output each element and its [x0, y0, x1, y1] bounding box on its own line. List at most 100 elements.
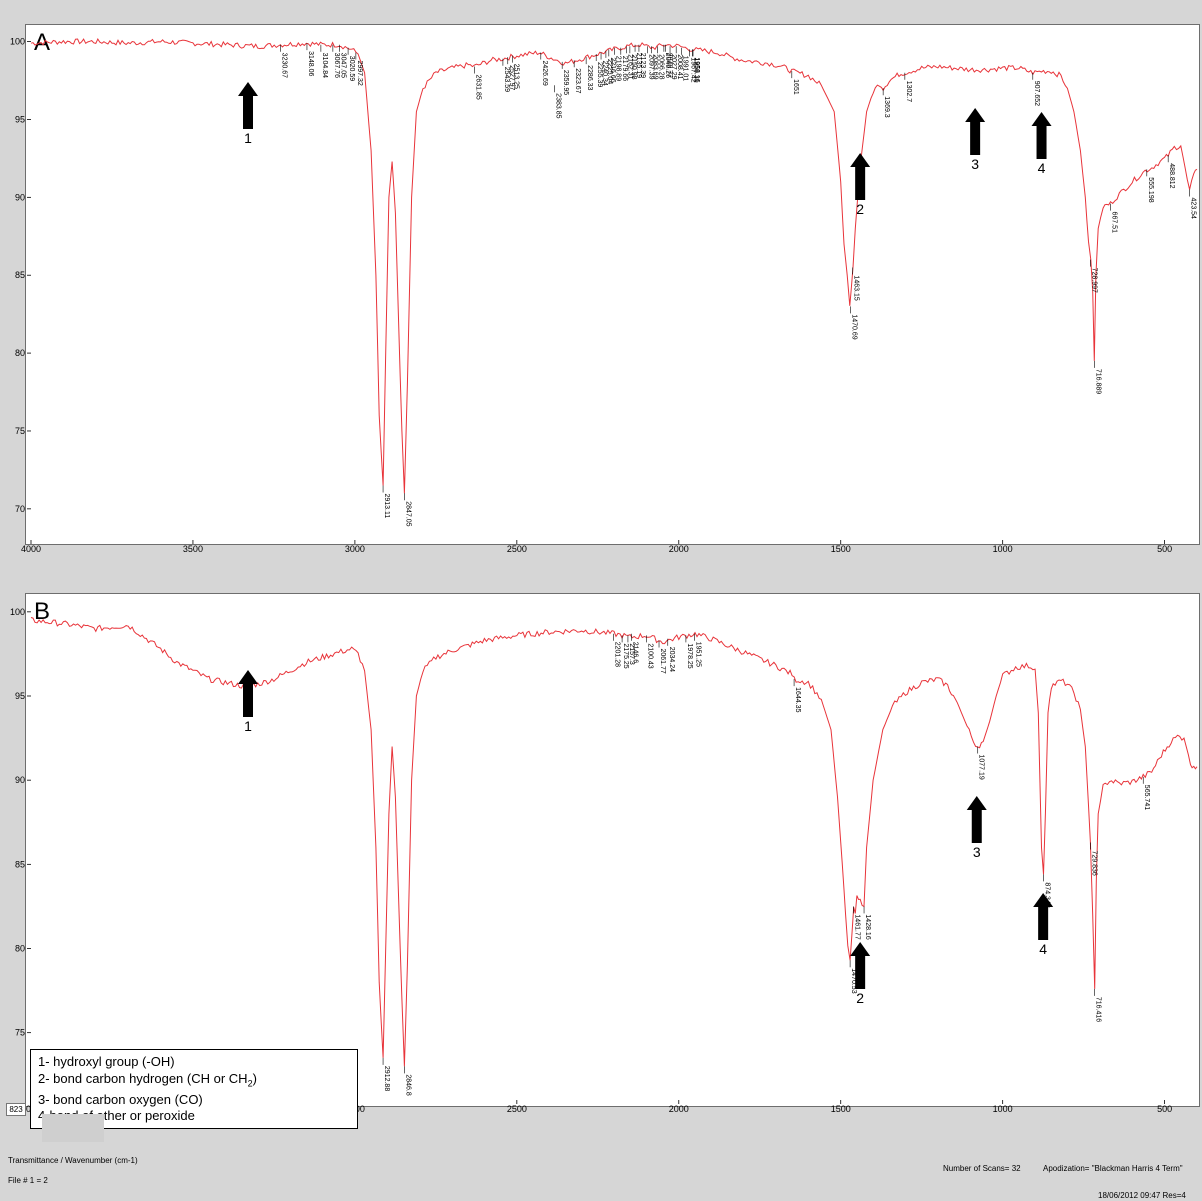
peak-label-a-24: 2162.31: [626, 54, 633, 79]
y-tick-label-a-100: 100: [10, 37, 25, 47]
peak-label-b-6: 2034.24: [668, 647, 675, 672]
peak-label-a-2: 3104.84: [321, 53, 328, 78]
arrow-shaft-b-4: [1038, 906, 1049, 940]
peak-label-a-18: 2255.39: [596, 62, 603, 87]
arrow-number-b-2: 2: [856, 990, 864, 1006]
x-tick-label-b-1000: 1000: [993, 1104, 1013, 1114]
peak-label-a-36: 1967.42: [689, 57, 696, 82]
peak-label-a-42: 1369.3: [883, 96, 890, 118]
peak-label-a-5: 3020.59: [348, 56, 355, 81]
peak-label-b-12: 1428.16: [864, 914, 871, 939]
peak-label-a-47: 667.51: [1111, 212, 1118, 234]
y-tick-label-b-80: 80: [15, 944, 25, 954]
peak-label-a-43: 1302.7: [905, 81, 912, 103]
apodization-label: Apodization= "Blackman Harris 4 Term": [1043, 1164, 1183, 1173]
peak-label-a-19: 2240.34: [601, 60, 608, 85]
peak-label-a-7: 2913.11: [383, 493, 390, 518]
spectrum-line-b: [30, 617, 1198, 1067]
y-tick-label-a-70: 70: [15, 504, 25, 514]
x-axis-title: Transmittance / Wavenumber (cm-1): [8, 1156, 138, 1165]
peak-label-b-18: 2912.88: [383, 1066, 390, 1091]
arrow-head-a-3: [965, 108, 986, 122]
arrow-number-b-4: 4: [1039, 941, 1047, 957]
peak-label-b-11: 1461.77: [853, 914, 860, 939]
peak-label-a-6: 2997.32: [356, 60, 363, 85]
peak-label-a-15: 2383.85: [554, 93, 561, 118]
spectrum-panel-b: B: [25, 593, 1200, 1107]
arrow-head-a-2: [850, 153, 871, 167]
x-tick-label-a-4000: 4000: [21, 544, 41, 554]
peak-label-a-32: 2040.77: [665, 53, 672, 78]
peak-label-a-29: 2083.69: [652, 54, 659, 79]
peak-label-a-45: 728.997: [1090, 268, 1097, 293]
peak-label-b-14: 874.342: [1043, 882, 1050, 907]
x-tick-label-a-3000: 3000: [345, 544, 365, 554]
x-tick-label-a-500: 500: [1157, 544, 1172, 554]
peak-label-a-33: 2027.29: [670, 54, 677, 79]
peak-label-b-17: 565.741: [1143, 785, 1150, 810]
file-label: File # 1 = 2: [8, 1176, 48, 1185]
peak-label-a-44: 907.652: [1033, 81, 1040, 106]
peak-label-b-1: 2175.25: [622, 643, 629, 668]
peak-label-a-10: 2543.59: [503, 67, 510, 92]
y-tick-label-a-95: 95: [15, 114, 25, 124]
peak-label-b-8: 1951.25: [695, 642, 702, 667]
x-tick-label-a-3500: 3500: [183, 544, 203, 554]
arrow-head-b-3: [966, 796, 987, 810]
arrow-shaft-b-2: [855, 955, 866, 989]
peak-label-b-5: 2061.77: [659, 648, 666, 673]
spectrum-line-a: [30, 37, 1198, 494]
y-tick-label-a-80: 80: [15, 348, 25, 358]
peak-label-b-7: 1978.25: [686, 643, 693, 668]
x-tick-label-a-1000: 1000: [993, 544, 1013, 554]
panel-letter-a: A: [34, 29, 51, 56]
peak-label-a-0: 3230.67: [280, 53, 287, 78]
arrow-shaft-a-4: [1036, 125, 1047, 159]
arrow-shaft-b-3: [971, 809, 982, 843]
peak-label-a-21: 2216.66: [609, 57, 616, 82]
peak-label-a-1: 3148.06: [307, 51, 314, 76]
y-tick-label-a-90: 90: [15, 192, 25, 202]
y-tick-label-b-95: 95: [15, 691, 25, 701]
peak-label-a-41: 1470.69: [850, 314, 857, 339]
datetime-label: 18/06/2012 09:47 Res=4: [1098, 1191, 1186, 1200]
legend-item-2-text: 2- bond carbon hydrogen (CH or CH: [38, 1070, 248, 1086]
x-tick-label-a-1500: 1500: [831, 544, 851, 554]
peak-label-b-15: 729.836: [1090, 850, 1097, 875]
x-tick-label-b-2500: 2500: [507, 1104, 527, 1114]
arrow-shaft-a-3: [970, 121, 981, 155]
peak-label-b-3: 2146.6: [631, 642, 638, 664]
legend-item-2-subscript: 2: [247, 1078, 253, 1089]
peak-label-b-10: 1470.53: [850, 968, 857, 993]
arrow-head-b-2: [850, 942, 871, 956]
peak-label-a-46: 716.889: [1094, 369, 1101, 394]
legend-item-2-close: ): [252, 1070, 257, 1086]
peak-label-b-4: 2100.43: [646, 643, 653, 668]
x-tick-label-b-1500: 1500: [831, 1104, 851, 1114]
peak-label-a-26: 2135.19: [635, 53, 642, 78]
peak-label-a-25: 2150.98: [630, 54, 637, 79]
x-tick-label-b-2000: 2000: [669, 1104, 689, 1114]
peak-label-b-19: 2846.8: [404, 1074, 411, 1096]
peak-label-a-31: 2046.26: [664, 53, 671, 78]
scans-label: Number of Scans= 32: [943, 1164, 1021, 1173]
arrow-number-b-3: 3: [973, 844, 981, 860]
peak-label-a-49: 488.812: [1168, 163, 1175, 188]
arrow-number-a-1: 1: [244, 130, 252, 146]
peak-label-a-3: 3067.76: [333, 53, 340, 78]
legend-box: 1- hydroxyl group (-OH) 2- bond carbon h…: [30, 1049, 358, 1129]
y-tick-label-a-85: 85: [15, 270, 25, 280]
arrow-number-a-2: 2: [856, 201, 864, 217]
spectrum-panel-a: A: [25, 24, 1200, 545]
peak-label-a-39: 1651: [792, 79, 799, 95]
y-tick-label-a-75: 75: [15, 426, 25, 436]
peak-label-a-40: 1463.15: [853, 275, 860, 300]
peak-label-a-13: 2426.69: [541, 60, 548, 85]
peak-label-a-34: 2008.41: [676, 54, 683, 79]
peak-label-b-13: 1077.19: [978, 755, 985, 780]
peak-label-a-11: 2527.97: [508, 65, 515, 90]
arrow-number-a-3: 3: [971, 156, 979, 172]
peak-label-a-38: 1956.16: [693, 57, 700, 82]
peak-label-a-8: 2847.05: [404, 501, 411, 526]
peak-label-a-17: 2286.33: [586, 65, 593, 90]
